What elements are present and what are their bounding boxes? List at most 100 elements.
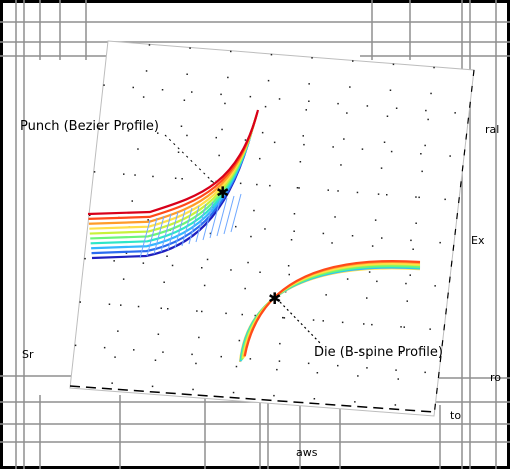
grid-dot: [425, 109, 427, 112]
grid-dot: [157, 132, 159, 134]
grid-dot: [227, 76, 229, 79]
grid-dot: [273, 141, 276, 144]
grid-dot: [366, 367, 368, 369]
grid-dot: [351, 235, 354, 237]
grid-dot: [74, 344, 77, 347]
grid-dot: [134, 174, 136, 176]
grid-dot: [167, 308, 169, 310]
fragment-bottom-right: to: [450, 409, 461, 422]
grid-dot: [400, 326, 402, 328]
grid-dot: [337, 190, 339, 192]
grid-dot: [122, 278, 125, 280]
grid-dot: [142, 262, 145, 264]
grid-dot: [439, 241, 441, 244]
grid-dot: [341, 321, 344, 324]
grid-dot: [79, 301, 81, 303]
grid-dot: [215, 136, 217, 139]
grid-dot: [113, 260, 115, 262]
fragment-right-mid: Ex: [471, 234, 485, 247]
fragment-right-top: ral: [485, 123, 499, 136]
grid-dot: [410, 239, 412, 242]
grid-dot: [357, 375, 359, 377]
grid-dot: [181, 178, 183, 180]
grid-dot: [322, 232, 325, 235]
grid-dot: [397, 378, 399, 380]
grid-dot: [298, 187, 300, 189]
grid-dot: [210, 180, 213, 182]
grid-dot: [420, 153, 422, 155]
grid-dot: [220, 93, 222, 96]
grid-dot: [137, 148, 139, 150]
grid-dot: [261, 131, 264, 134]
punch-marker-icon: ✱: [216, 183, 229, 202]
grid-dot: [196, 310, 198, 312]
grid-dot: [383, 141, 386, 143]
grid-dot: [133, 349, 135, 351]
grid-dot: [209, 232, 212, 235]
grid-dot: [273, 394, 275, 397]
grid-dot: [390, 150, 393, 153]
grid-dot: [395, 107, 398, 109]
grid-dot: [195, 362, 197, 365]
grid-dot: [250, 235, 252, 238]
grid-dot: [421, 170, 423, 173]
grid-dot: [186, 134, 188, 137]
grid-dot: [334, 216, 336, 218]
die-surface-curve: [243, 260, 421, 357]
grid-dot: [103, 84, 105, 86]
grid-dot: [238, 339, 241, 342]
grid-dot: [192, 388, 194, 391]
grid-dot: [392, 63, 395, 66]
grid-dot: [296, 187, 299, 189]
grid-dot: [140, 122, 142, 124]
grid-dot: [108, 303, 111, 305]
grid-dot: [254, 314, 256, 317]
grid-dot: [125, 252, 128, 254]
grid-dot: [290, 239, 293, 241]
grid-dot: [405, 282, 407, 285]
grid-dot: [349, 86, 351, 88]
grid-dot: [412, 248, 414, 250]
grid-dot: [415, 222, 417, 224]
grid-dot: [288, 273, 290, 276]
grid-dot: [253, 209, 255, 212]
grid-dot: [308, 100, 310, 102]
grid-dot: [120, 304, 122, 306]
grid-dot: [270, 53, 273, 56]
grid-dot: [444, 198, 446, 201]
die-label: Die (B-spine Profile): [314, 345, 443, 360]
grid-dot: [415, 196, 417, 198]
sheet-dot-grid: [74, 44, 456, 406]
grid-dot: [430, 92, 432, 95]
grid-dot: [186, 73, 188, 75]
punch-mesh-line: [195, 203, 207, 243]
grid-dot: [174, 177, 177, 179]
grid-dot: [224, 102, 226, 105]
grid-dot: [276, 368, 278, 371]
grid-dot: [308, 83, 310, 85]
grid-dot: [305, 109, 307, 111]
grid-dot: [331, 242, 333, 244]
grid-dot: [327, 189, 329, 191]
grid-dot: [218, 154, 220, 157]
grid-dot: [103, 346, 106, 349]
grid-dot: [162, 351, 164, 353]
grid-dot: [259, 157, 261, 160]
punch-bezier-surface: [87, 109, 260, 260]
fragment-left-side: Sr: [22, 348, 34, 361]
grid-dot: [307, 362, 310, 365]
grid-dot: [371, 245, 374, 247]
grid-dot: [311, 57, 313, 59]
grid-dot: [123, 173, 125, 175]
grid-dot: [278, 360, 281, 362]
grid-dot: [264, 228, 266, 230]
grid-dot: [381, 237, 383, 239]
grid-dot: [137, 305, 140, 308]
grid-dot: [418, 196, 420, 199]
grid-dot: [206, 258, 209, 261]
grid-dot: [89, 214, 91, 216]
grid-dot: [151, 385, 154, 388]
sheet-right-edge: [433, 69, 475, 417]
